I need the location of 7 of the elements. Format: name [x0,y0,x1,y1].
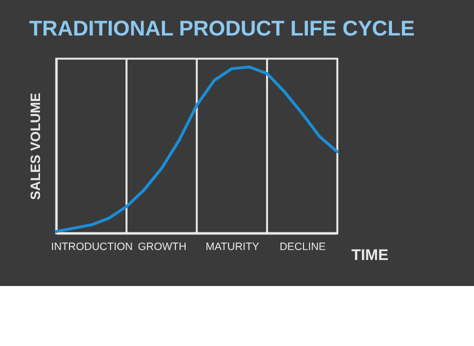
x-axis-title: TIME [351,246,388,264]
x-tick-label: DECLINE [280,241,326,254]
x-tick-label: MATURITY [206,241,260,254]
x-tick-label: GROWTH [138,241,186,254]
x-tick-label: INTRODUCTION [50,241,133,254]
y-axis-title: SALES VOLUME [28,92,44,200]
chart-title: TRADITIONAL PRODUCT LIFE CYCLE [29,16,415,40]
